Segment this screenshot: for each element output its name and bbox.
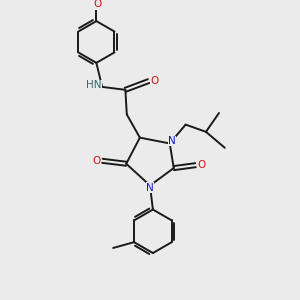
- Text: HN: HN: [86, 80, 101, 91]
- Text: O: O: [94, 0, 102, 9]
- Text: O: O: [198, 160, 206, 170]
- Text: O: O: [92, 156, 100, 166]
- Text: O: O: [151, 76, 159, 86]
- Text: N: N: [146, 182, 154, 193]
- Text: N: N: [168, 136, 176, 146]
